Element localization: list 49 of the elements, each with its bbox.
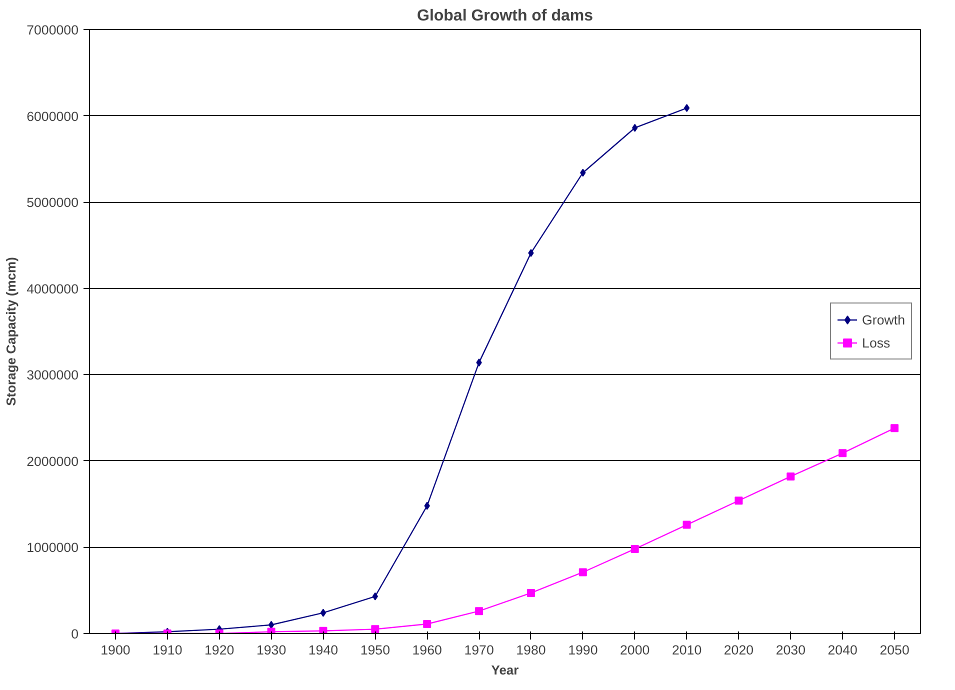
point (734, 496, 743, 505)
point (423, 620, 432, 628)
point (268, 620, 274, 629)
x-tick-label: 2050 (880, 642, 910, 658)
x-tick-label: 1980 (516, 642, 546, 658)
y-tick-label: 0 (71, 626, 79, 642)
x-tick-label: 2000 (620, 642, 650, 658)
point (578, 568, 587, 576)
point (371, 625, 380, 634)
point (684, 104, 690, 112)
point (320, 608, 326, 617)
point (528, 248, 534, 257)
legend-label: Growth (862, 312, 905, 327)
y-tick-label: 7000000 (26, 22, 79, 38)
x-axis-title: Year (491, 662, 519, 678)
x-tick-label: 2040 (828, 642, 858, 658)
point (838, 449, 847, 458)
point (372, 592, 378, 600)
y-tick-label: 4000000 (26, 281, 79, 296)
x-tick-label: 1900 (100, 642, 130, 658)
x-tick-label: 1910 (152, 642, 182, 658)
legend-label: Loss (862, 335, 890, 350)
x-tick-label: 1970 (464, 642, 494, 658)
y-tick-label: 1000000 (26, 540, 79, 556)
y-tick-label: 6000000 (26, 108, 79, 124)
x-tick-label: 1930 (256, 642, 286, 658)
x-tick-label: 1990 (568, 642, 598, 658)
x-tick-label: 1950 (360, 642, 390, 658)
point (475, 607, 484, 616)
x-tick-label: 2030 (776, 642, 806, 658)
point (630, 544, 639, 553)
y-tick-label: 2000000 (26, 454, 79, 469)
y-tick-label: 5000000 (26, 195, 79, 210)
point (786, 472, 795, 480)
y-axis-title: Storage Capacity (mcm) (4, 257, 19, 406)
point (424, 502, 430, 510)
x-tick-label: 1920 (204, 642, 234, 658)
point (476, 358, 482, 367)
x-tick-label: 2010 (672, 642, 702, 658)
y-tick-label: 3000000 (26, 368, 79, 383)
point (890, 424, 899, 432)
point (526, 588, 535, 597)
point (682, 520, 691, 529)
x-tick-label: 1960 (412, 642, 442, 658)
chart-title: Global Growth of dams (416, 8, 594, 24)
x-tick-label: 1940 (308, 642, 338, 658)
point (580, 168, 586, 177)
point (632, 124, 638, 132)
x-tick-label: 2020 (724, 642, 754, 658)
